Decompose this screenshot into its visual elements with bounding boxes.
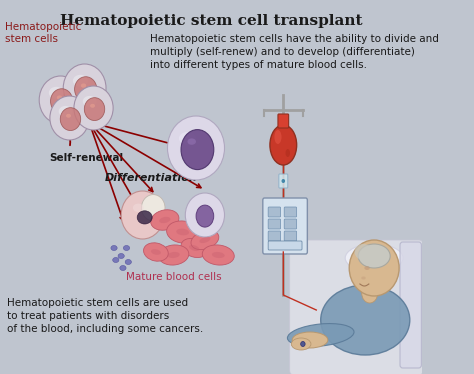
Ellipse shape [181, 130, 214, 169]
FancyBboxPatch shape [268, 231, 281, 241]
Ellipse shape [111, 245, 117, 251]
Ellipse shape [151, 249, 161, 255]
Text: Self-renewal: Self-renewal [49, 153, 123, 163]
Ellipse shape [151, 210, 179, 230]
FancyBboxPatch shape [284, 231, 297, 241]
Ellipse shape [66, 114, 71, 118]
Circle shape [185, 193, 225, 237]
Ellipse shape [81, 83, 86, 88]
Ellipse shape [113, 258, 119, 263]
Ellipse shape [176, 229, 189, 235]
Ellipse shape [59, 106, 73, 117]
Circle shape [349, 240, 399, 296]
Circle shape [74, 86, 113, 130]
Circle shape [74, 77, 97, 102]
Circle shape [141, 194, 165, 221]
FancyBboxPatch shape [279, 174, 288, 188]
Circle shape [51, 89, 73, 114]
FancyBboxPatch shape [278, 114, 289, 128]
Circle shape [167, 116, 225, 180]
Circle shape [39, 76, 82, 124]
Ellipse shape [362, 283, 378, 303]
Ellipse shape [123, 245, 129, 251]
Ellipse shape [321, 285, 410, 355]
Ellipse shape [274, 130, 282, 144]
Text: Hematopoietic stem cells are used
to treat patients with disorders
of the blood,: Hematopoietic stem cells are used to tre… [7, 298, 203, 334]
Text: Mature blood cells: Mature blood cells [126, 272, 221, 282]
Ellipse shape [83, 96, 97, 107]
Ellipse shape [292, 338, 311, 350]
Ellipse shape [167, 221, 199, 243]
Text: Hematopoietic stem cells have the ability to divide and
multiply (self-renew) an: Hematopoietic stem cells have the abilit… [150, 34, 438, 70]
Ellipse shape [287, 324, 354, 346]
Ellipse shape [144, 243, 168, 261]
Ellipse shape [159, 245, 189, 265]
FancyBboxPatch shape [268, 241, 302, 250]
Ellipse shape [202, 245, 234, 265]
Ellipse shape [196, 205, 214, 227]
Circle shape [121, 191, 164, 239]
Text: Hematopoietic
stem cells: Hematopoietic stem cells [5, 22, 82, 44]
FancyBboxPatch shape [284, 207, 297, 217]
Circle shape [301, 341, 305, 346]
Ellipse shape [118, 254, 124, 258]
Ellipse shape [358, 244, 390, 268]
Ellipse shape [292, 332, 328, 348]
Ellipse shape [191, 230, 219, 249]
Ellipse shape [361, 276, 366, 279]
Ellipse shape [285, 149, 290, 157]
FancyBboxPatch shape [284, 219, 297, 229]
Text: Hematopoietic stem cell transplant: Hematopoietic stem cell transplant [60, 14, 363, 28]
Ellipse shape [90, 104, 95, 108]
FancyBboxPatch shape [400, 242, 421, 368]
Ellipse shape [168, 252, 180, 258]
Ellipse shape [212, 252, 225, 258]
Ellipse shape [270, 125, 297, 165]
Circle shape [60, 108, 81, 131]
Text: Differentiation: Differentiation [105, 173, 198, 183]
Circle shape [84, 98, 105, 120]
Circle shape [50, 96, 89, 140]
Ellipse shape [355, 244, 373, 260]
Ellipse shape [179, 132, 196, 145]
Circle shape [63, 64, 106, 112]
Ellipse shape [200, 237, 210, 243]
Ellipse shape [125, 260, 131, 264]
Ellipse shape [57, 95, 62, 100]
Circle shape [282, 179, 285, 183]
Ellipse shape [181, 239, 207, 258]
Ellipse shape [365, 266, 370, 270]
Ellipse shape [345, 244, 403, 272]
Ellipse shape [73, 75, 88, 87]
Ellipse shape [189, 245, 200, 251]
Ellipse shape [120, 266, 126, 270]
Ellipse shape [133, 203, 144, 212]
Ellipse shape [159, 217, 171, 223]
FancyBboxPatch shape [263, 198, 307, 254]
Ellipse shape [49, 87, 64, 99]
FancyBboxPatch shape [290, 240, 423, 374]
Ellipse shape [187, 138, 196, 145]
FancyBboxPatch shape [268, 219, 281, 229]
FancyBboxPatch shape [268, 207, 281, 217]
Ellipse shape [137, 211, 152, 224]
